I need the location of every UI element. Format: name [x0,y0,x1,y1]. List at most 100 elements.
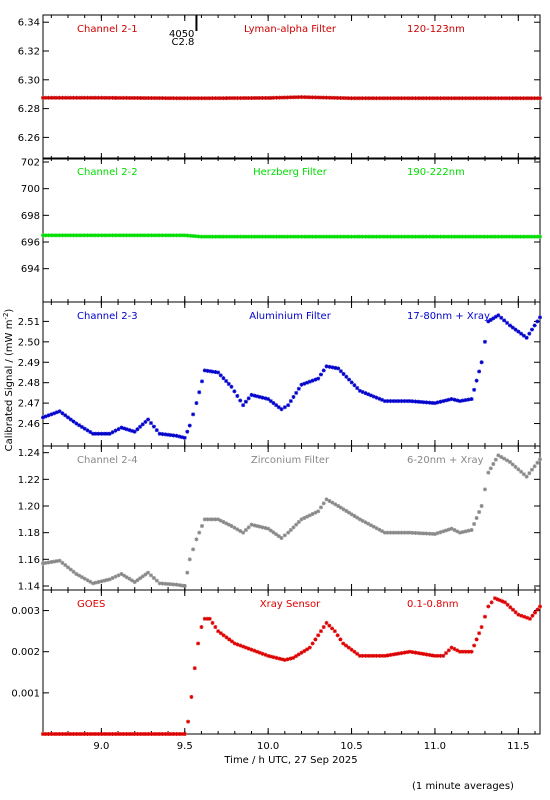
data-point [210,620,215,625]
data-point [310,512,315,516]
data-point [324,497,329,502]
data-point [268,528,273,533]
data-point [232,389,237,394]
data-point [151,576,156,580]
data-point [432,234,437,239]
data-point [407,234,412,239]
data-point [268,399,273,404]
data-point [296,234,301,239]
data-point [488,317,493,322]
data-point [54,95,59,100]
data-point [377,396,382,401]
data-point [260,95,265,100]
data-point [91,732,96,736]
data-point [380,96,385,101]
data-point [43,414,48,419]
data-point [110,732,115,736]
data-point [352,514,357,518]
data-point [327,499,332,503]
data-point [424,96,429,101]
data-point [116,732,121,736]
data-point [119,425,124,430]
data-point [77,95,82,100]
data-point [499,455,504,459]
data-point [204,234,209,239]
data-point [374,526,379,531]
data-point [318,234,323,239]
data-point [182,435,187,440]
data-point [441,234,446,239]
data-point [179,435,184,440]
data-point [485,96,490,101]
band-label: 190-222nm [407,167,465,178]
data-point [99,431,104,436]
data-point [107,732,112,736]
data-point [54,559,59,564]
data-point [149,233,154,238]
data-point [263,526,268,530]
data-point [368,234,373,239]
data-point [191,547,196,552]
data-point [313,95,318,100]
data-point [416,399,421,404]
data-point [43,560,48,565]
data-point [221,96,226,101]
data-point [141,233,146,238]
data-point [143,96,148,101]
data-point [43,95,48,100]
data-point [193,234,198,239]
data-point [449,234,454,239]
data-point [430,653,435,658]
data-point [85,578,90,583]
data-point [124,732,129,736]
data-point [524,335,529,340]
data-point [288,528,293,532]
data-point [285,95,290,100]
data-point [366,653,371,658]
data-point [157,431,162,436]
data-point [74,732,79,736]
data-point [135,427,140,432]
data-point [299,650,304,655]
data-point [96,95,101,100]
data-point [466,96,471,101]
data-point [135,578,140,583]
data-point [243,399,248,404]
data-point [399,234,404,239]
data-point [452,234,457,239]
data-point [525,615,530,620]
data-point [241,403,246,408]
data-point [385,653,390,658]
data-point [346,234,351,239]
data-point [452,96,457,101]
data-point [188,96,193,101]
data-point [424,400,429,405]
data-point [502,96,507,101]
data-point [394,652,399,656]
data-point [495,597,500,602]
data-point [366,96,371,101]
data-point [302,381,307,386]
data-point [313,377,318,382]
data-point [102,431,107,436]
data-point [177,434,182,439]
data-point [466,397,471,402]
data-point [385,96,390,101]
data-point [382,96,387,101]
data-point [96,233,101,238]
data-point [52,95,57,100]
data-point [316,234,321,239]
data-point [469,649,474,654]
data-point [538,457,542,462]
data-point [513,234,518,239]
data-point [352,234,357,239]
data-point [460,234,465,239]
data-point [116,573,121,578]
x-tick-label: 10.0 [257,741,279,752]
data-point [255,524,260,528]
data-point [496,96,501,101]
data-point [63,233,68,238]
data-point [438,530,443,535]
data-point [118,233,123,238]
data-point [102,233,107,238]
